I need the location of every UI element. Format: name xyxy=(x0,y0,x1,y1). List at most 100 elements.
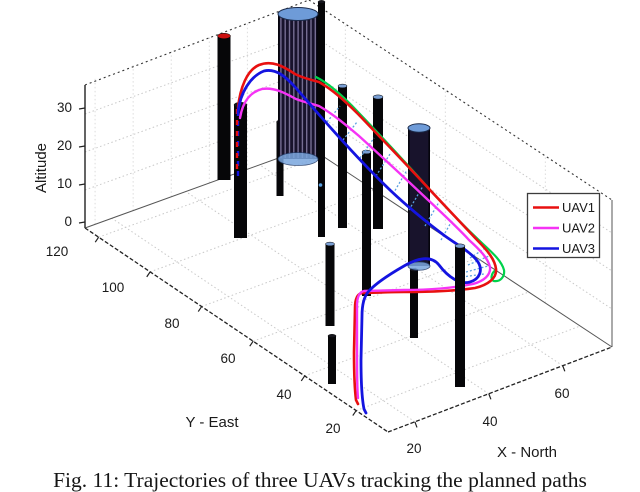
pillar-body xyxy=(338,86,347,228)
uav3-trajectory xyxy=(236,69,482,415)
floor-grid-x xyxy=(111,217,416,423)
pillar-cap xyxy=(454,243,466,249)
large-cylinder-facet xyxy=(280,15,282,158)
wall-grid-z xyxy=(308,70,613,272)
pillar-obstacle xyxy=(454,243,466,387)
large-cylinder-facet xyxy=(306,15,308,158)
medium-cylinder-edge xyxy=(428,128,430,266)
y-axis-label: Y - East xyxy=(185,414,239,431)
floor-grid-y xyxy=(356,325,581,412)
pillar-obstacle xyxy=(325,241,335,326)
uav-link xyxy=(392,169,408,195)
large-cylinder-base xyxy=(277,152,319,166)
uav-link xyxy=(375,153,391,177)
pillar-obstacle xyxy=(217,33,231,180)
legend-label-uav3: UAV3 xyxy=(562,241,595,256)
y-tick-label: 120 xyxy=(46,244,69,259)
x-tick xyxy=(414,421,418,428)
large-cylinder-facet xyxy=(301,15,304,158)
uav-link xyxy=(359,137,375,159)
z-tick-label: 20 xyxy=(57,138,72,153)
z-tick xyxy=(78,107,86,110)
pillar-body xyxy=(328,336,336,384)
y-tick xyxy=(300,375,306,382)
x-tick-label: 40 xyxy=(482,414,497,429)
uav2-trajectory xyxy=(238,87,492,400)
pillar-obstacle xyxy=(361,149,372,296)
large-cylinder-edge xyxy=(316,14,318,159)
uav-link xyxy=(326,105,341,123)
floor-grid-x xyxy=(259,164,563,367)
trajectories xyxy=(235,61,506,415)
z-tick xyxy=(78,221,86,224)
medium-cylinder-top xyxy=(407,123,431,133)
y-tick xyxy=(352,410,357,416)
x-tick-label: 20 xyxy=(406,441,421,456)
wall-grid-z xyxy=(84,108,310,191)
z-tick-label: 0 xyxy=(64,214,72,229)
z-tick xyxy=(78,145,86,148)
uav-link xyxy=(408,185,424,211)
z-tick xyxy=(78,183,86,186)
legend: UAV1 UAV2 UAV3 xyxy=(526,192,601,259)
box-edge xyxy=(84,146,310,229)
medium-cylinder-body xyxy=(408,128,430,266)
pillar-cap xyxy=(372,94,384,100)
x-tick xyxy=(488,393,492,400)
axis-labels: Altitude Y - East X - North xyxy=(33,143,557,461)
y-tick xyxy=(94,236,100,243)
y-tick-label: 40 xyxy=(276,387,291,402)
pillar-obstacle xyxy=(372,94,384,229)
pillar-cap xyxy=(327,334,337,338)
pillar-body xyxy=(362,152,371,296)
pillar-body xyxy=(410,270,418,338)
large-cylinder-facet xyxy=(310,15,312,158)
large-cylinder-top xyxy=(277,7,319,21)
z-tick-label: 30 xyxy=(57,100,72,115)
x-tick xyxy=(562,365,566,372)
floor-grid-y xyxy=(98,155,323,238)
pillar-obstacle xyxy=(409,268,419,338)
legend-label-uav1: UAV1 xyxy=(562,200,595,215)
y-tick-label: 60 xyxy=(220,351,235,366)
legend-box xyxy=(526,192,601,259)
obstacle-pillars-front xyxy=(454,243,466,387)
pillar-cap xyxy=(325,241,335,247)
y-tick-label: 80 xyxy=(164,316,179,331)
pillar-cap xyxy=(317,0,326,4)
wall-grid-z xyxy=(308,32,613,234)
x-tick-label: 60 xyxy=(554,386,569,401)
pillar-cap xyxy=(337,83,348,89)
pillar-obstacle xyxy=(327,334,337,384)
box-edge xyxy=(308,0,613,201)
waypoint-marker xyxy=(318,183,323,187)
pillar-body xyxy=(234,105,247,238)
obstacle-cylinders xyxy=(277,7,431,271)
axes-box-edges xyxy=(84,0,613,433)
pillar-body xyxy=(325,244,335,326)
large-cylinder xyxy=(277,7,319,166)
large-cylinder-facet xyxy=(284,15,286,158)
wall-grid-z xyxy=(84,70,310,153)
x-axis-label: X - North xyxy=(497,444,557,461)
medium-cylinder-edge xyxy=(408,128,410,266)
pillar-body xyxy=(455,246,465,387)
large-cylinder-facet xyxy=(314,15,316,158)
axis-ticks: 0 10 20 30 120 100 80 60 40 20 20 40 60 xyxy=(46,100,570,456)
large-cylinder-edge xyxy=(278,14,280,159)
large-cylinder-facet xyxy=(288,15,291,158)
box-edge xyxy=(84,227,389,433)
y-tick xyxy=(146,271,151,278)
y-tick xyxy=(249,340,254,347)
box-edge xyxy=(387,346,613,433)
y-tick xyxy=(197,306,203,312)
medium-cylinder xyxy=(407,123,431,271)
wall-grid-z xyxy=(84,32,310,115)
z-axis-label: Altitude xyxy=(33,143,50,193)
legend-label-uav2: UAV2 xyxy=(562,221,595,236)
y-tick-label: 20 xyxy=(325,421,340,436)
floor-grid-x xyxy=(185,191,490,395)
pillar-obstacle xyxy=(337,83,348,228)
